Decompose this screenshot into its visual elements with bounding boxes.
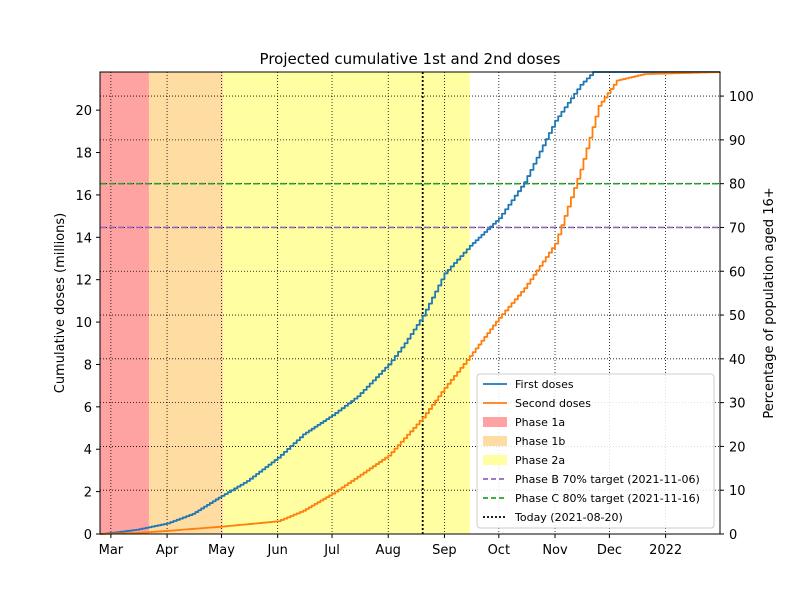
y-tick-label-right: 40 [729,353,746,368]
legend: First doses Second doses Phase 1a Phase 1b P… [476,373,715,529]
legend-label: Phase 1b [515,435,565,448]
y-tick-label-right: 80 [729,178,746,193]
x-tick-label: May [208,543,235,558]
x-tick-label: Sep [432,543,457,558]
legend-swatch-phase-2 [483,436,507,446]
legend-label: Phase 2a [515,454,565,467]
legend-label: First doses [515,378,574,391]
y-tick-label-left: 6 [84,401,92,416]
y-tick-label-right: 100 [729,90,754,105]
y-tick-label-right: 20 [729,440,746,455]
y-tick-label-left: 0 [84,528,92,543]
y-tick-label-left: 10 [75,316,92,331]
y-tick-label-left: 12 [75,274,92,289]
y-tick-label-left: 18 [75,147,92,162]
x-tick-label: 2022 [649,543,682,558]
y-tick-label-right: 60 [729,265,746,280]
y-tick-label-right: 10 [729,484,746,499]
x-tick-label: Jun [267,543,288,558]
y-tick-label-right: 30 [729,397,746,412]
y-tick-label-right: 50 [729,309,746,324]
y-tick-label-left: 4 [84,443,92,458]
y-tick-label-left: 16 [75,189,92,204]
y-tick-label-right: 0 [729,528,737,543]
x-tick-label: Apr [156,543,179,558]
x-tick-label: Nov [542,543,568,558]
phase-band-2 [148,72,224,534]
phase-band-1 [100,72,149,534]
reference-lines [100,72,720,534]
x-tick-label: Oct [488,543,510,558]
plot-frame [99,71,721,535]
y-tick-label-left: 2 [84,486,92,501]
phase-bands [100,72,470,534]
y-tick-label-right: 90 [729,134,746,149]
series-lines [100,71,721,535]
x-tick-label: Aug [376,543,401,558]
legend-label: Today (2021-08-20) [514,511,623,524]
series-line-1 [100,71,720,535]
legend-swatch-phase-3 [483,455,507,465]
axes: Mar Apr May Jun Jul Aug Sep Oct Nov Dec 2022010203… [75,90,753,558]
y-tick-label-left: 14 [75,231,92,246]
x-tick-label: Dec [597,543,622,558]
legend-label: Second doses [515,397,591,410]
legend-swatch-phase-1 [483,417,507,427]
y-tick-label-left: 8 [84,358,92,373]
legend-label: Phase 1a [515,416,565,429]
y-axis-label-left: Cumulative doses (millions) [53,213,68,393]
series-line-2 [100,71,721,535]
legend-label: Phase C 80% target (2021-11-16) [515,492,700,505]
legend-label: Phase B 70% target (2021-11-06) [515,473,700,486]
y-tick-label-right: 70 [729,221,746,236]
x-tick-label: Jul [323,543,340,558]
chart-title: Projected cumulative 1st and 2nd doses [260,50,561,68]
y-tick-label-left: 20 [75,104,92,119]
y-axis-label-right: Percentage of population aged 16+ [762,187,777,418]
x-tick-label: Mar [99,543,124,558]
legend-box [476,373,715,529]
